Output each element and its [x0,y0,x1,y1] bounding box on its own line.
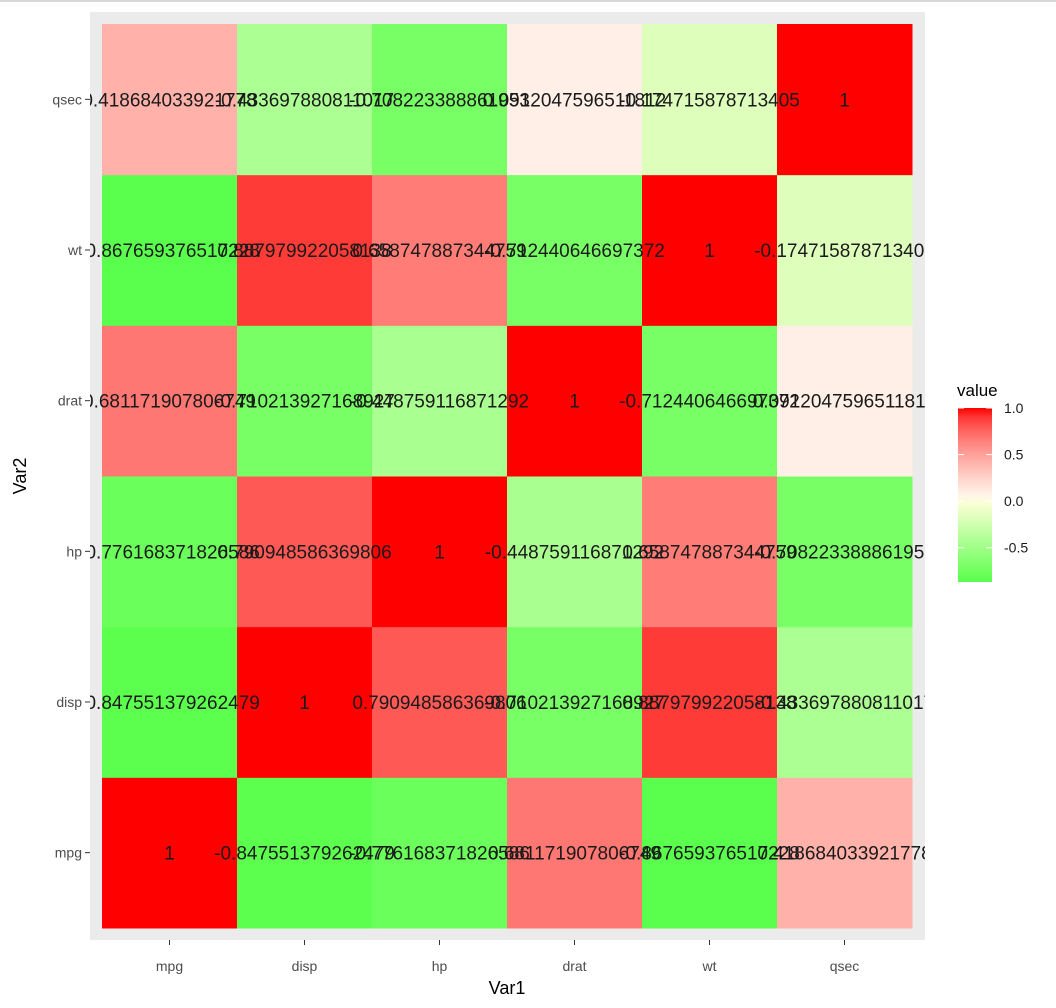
tile-wt-qsec [642,24,778,176]
window-top-border [0,0,1056,2]
legend-tick-label: 0.0 [1004,493,1024,509]
tile-qsec-mpg [777,777,913,929]
cell-label: 0.681171907806749 [488,844,661,865]
tile-wt-wt [642,174,778,326]
legend-tick-label: -0.5 [1004,540,1028,556]
cell-label: 1 [704,241,715,262]
y-tick-label: disp [56,694,82,710]
cell-label: 0.681171907806749 [83,392,256,413]
cell-label: -0.847551379262479 [214,844,395,865]
cell-label: 1 [299,693,310,714]
axes: mpg disp hp drat wt qsec mpg disp hp drat wt qsec [52,91,859,974]
tile-wt-disp [642,626,778,778]
cell-label: 0.887979922058138 [217,241,391,262]
tile-disp-drat [237,325,373,477]
tile-hp-disp [372,626,508,778]
cell-label: -0.867659376517228 [619,844,800,865]
cell-label: 0.418684033921778 [757,844,931,865]
cell-labels: 1-0.847551379262479-0.7761683718265860.6… [79,90,937,865]
cell-label: 1 [164,844,175,865]
cell-label: 0.0912047596511812 [753,392,937,413]
cell-label: -0.174715878713405 [619,90,800,111]
y-axis-title: Var2 [10,458,30,495]
tile-hp-hp [372,476,508,628]
tile-hp-drat [372,325,508,477]
legend-colorbar [958,408,992,582]
tile-drat-disp [507,626,643,778]
x-tick-label: drat [562,958,586,974]
tile-drat-mpg [507,777,643,929]
x-tick-label: disp [292,958,318,974]
x-tick-label: hp [432,958,448,974]
cell-label: 0.0912047596511812 [483,90,667,111]
tile-qsec-hp [777,476,913,628]
cell-label: -0.710213927168927 [214,392,395,413]
cell-label: 0.790948586369806 [217,542,391,563]
tile-drat-wt [507,174,643,326]
cell-label: 0.790948586369806 [352,693,526,714]
tile-drat-qsec [507,24,643,176]
y-tick-label: drat [58,393,82,409]
cell-label: -0.448759116871292 [350,392,529,413]
y-tick-label: mpg [55,845,82,861]
tile-disp-disp [237,626,373,778]
cell-label: -0.847551379262479 [79,693,260,714]
cell-label: 0.658747887344759 [622,542,796,563]
legend-title: value [957,381,998,400]
legend-tick-label: 1.0 [1004,400,1024,416]
tile-wt-drat [642,325,778,477]
legend: value 1.0 0.5 0.0 -0.5 [957,381,1028,582]
cell-label: -0.708223388861953 [754,542,935,563]
y-tick-label: qsec [52,91,82,107]
tile-mpg-mpg [102,777,238,929]
x-tick-label: mpg [156,958,183,974]
cell-label: -0.712440646697372 [484,241,665,262]
tile-drat-hp [507,476,643,628]
cell-label: 1 [434,542,445,563]
cell-label: -0.708223388861953 [349,90,530,111]
tile-mpg-wt [102,174,238,326]
cell-label: -0.776168371826586 [79,542,260,563]
cell-label: 1 [569,392,580,413]
cell-label: 0.887979922058138 [622,693,796,714]
tile-wt-mpg [642,777,778,929]
tile-hp-qsec [372,24,508,176]
x-tick-label: qsec [830,958,860,974]
tile-disp-qsec [237,24,373,176]
tile-qsec-qsec [777,24,913,176]
cell-label: 0.658747887344759 [352,241,526,262]
tile-mpg-hp [102,476,238,628]
tile-qsec-wt [777,174,913,326]
tile-disp-hp [237,476,373,628]
cell-label: -0.867659376517228 [79,241,260,262]
cell-label: -0.710213927168927 [484,693,665,714]
cell-label: -0.776168371826586 [349,844,530,865]
tile-disp-wt [237,174,373,326]
tile-mpg-qsec [102,24,238,176]
tile-qsec-disp [777,626,913,778]
tile-hp-wt [372,174,508,326]
x-tick-label: wt [702,958,717,974]
tile-disp-mpg [237,777,373,929]
cell-label: -0.174715878713405 [754,241,935,262]
tiles [102,24,913,929]
cell-label: -0.448759116871292 [485,542,664,563]
tile-hp-mpg [372,777,508,929]
tile-wt-hp [642,476,778,628]
y-tick-label: wt [67,242,82,258]
cell-label: -0.712440646697372 [619,392,800,413]
tile-drat-drat [507,325,643,477]
tile-mpg-disp [102,626,238,778]
y-tick-label: hp [66,543,82,559]
tile-mpg-drat [102,325,238,477]
x-axis-title: Var1 [489,978,526,998]
legend-tick-label: 0.5 [1004,447,1024,463]
cell-label: -0.433697880811017 [215,90,394,111]
cell-label: 0.418684033921778 [82,90,256,111]
cell-label: 1 [839,90,850,111]
cell-label: -0.433697880811017 [755,693,934,714]
tile-qsec-drat [777,325,913,477]
